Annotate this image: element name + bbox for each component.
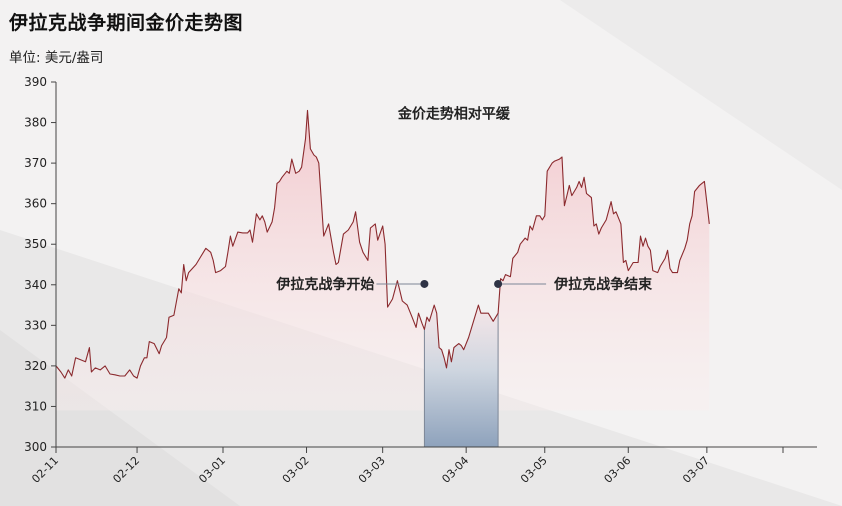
price-area — [56, 110, 710, 411]
war-start-label: 伊拉克战争开始 — [275, 276, 374, 293]
x-tick-label: 03-04 — [439, 454, 471, 486]
x-tick-label: 03-07 — [680, 454, 712, 486]
x-tick-label: 03-05 — [518, 454, 550, 486]
war-end-marker — [494, 279, 503, 288]
chart-title: 伊拉克战争期间金价走势图 — [9, 12, 244, 34]
y-tick-label: 350 — [24, 237, 47, 251]
price-line — [55, 109, 710, 379]
war-period-area — [424, 305, 499, 447]
x-tick-label: 03-01 — [196, 454, 228, 486]
war-end-label: 伊拉克战争结束 — [553, 276, 653, 293]
x-tick-label: 03-06 — [602, 454, 634, 486]
x-tick-label: 02-11 — [29, 454, 61, 486]
x-tick-label: 02-12 — [110, 454, 142, 486]
y-tick-label: 310 — [24, 399, 47, 413]
y-tick-label: 380 — [24, 116, 47, 130]
y-tick-label: 390 — [24, 75, 47, 89]
x-tick-label: 03-03 — [356, 454, 388, 486]
unit-label: 单位: 美元/盎司 — [9, 50, 104, 66]
trend-annotation: 金价走势相对平缓 — [397, 106, 511, 123]
y-tick-label: 330 — [24, 318, 47, 332]
war-start-marker — [420, 279, 429, 288]
y-tick-label: 360 — [24, 197, 47, 211]
y-tick-label: 300 — [24, 440, 47, 454]
x-tick-label: 03-02 — [280, 454, 312, 486]
y-tick-label: 340 — [24, 278, 47, 292]
y-tick-label: 370 — [24, 156, 47, 170]
y-tick-label: 320 — [24, 359, 47, 373]
